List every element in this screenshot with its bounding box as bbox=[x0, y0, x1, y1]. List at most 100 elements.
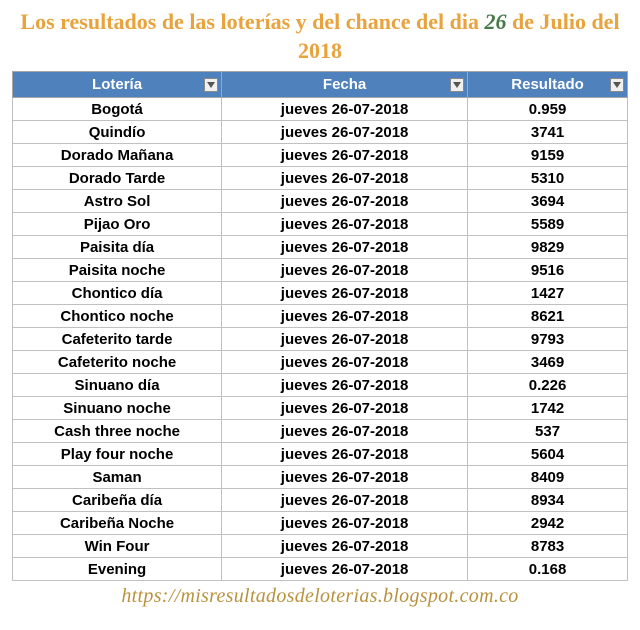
table-row: Astro Soljueves 26-07-20183694 bbox=[13, 190, 628, 213]
cell-resultado: 0.959 bbox=[468, 98, 628, 121]
table-row: Bogotájueves 26-07-20180.959 bbox=[13, 98, 628, 121]
cell-loteria: Astro Sol bbox=[13, 190, 222, 213]
cell-loteria: Caribeña día bbox=[13, 489, 222, 512]
cell-fecha: jueves 26-07-2018 bbox=[222, 558, 468, 581]
dropdown-icon[interactable] bbox=[450, 78, 464, 92]
table-row: Dorado Mañanajueves 26-07-20189159 bbox=[13, 144, 628, 167]
table-row: Caribeña Nochejueves 26-07-20182942 bbox=[13, 512, 628, 535]
dropdown-icon[interactable] bbox=[610, 78, 624, 92]
cell-fecha: jueves 26-07-2018 bbox=[222, 420, 468, 443]
cell-resultado: 9516 bbox=[468, 259, 628, 282]
cell-fecha: jueves 26-07-2018 bbox=[222, 374, 468, 397]
cell-loteria: Sinuano día bbox=[13, 374, 222, 397]
table-row: Cafeterito nochejueves 26-07-20183469 bbox=[13, 351, 628, 374]
cell-fecha: jueves 26-07-2018 bbox=[222, 305, 468, 328]
cell-resultado: 0.226 bbox=[468, 374, 628, 397]
cell-loteria: Paisita noche bbox=[13, 259, 222, 282]
cell-fecha: jueves 26-07-2018 bbox=[222, 466, 468, 489]
cell-loteria: Cafeterito tarde bbox=[13, 328, 222, 351]
cell-fecha: jueves 26-07-2018 bbox=[222, 512, 468, 535]
cell-fecha: jueves 26-07-2018 bbox=[222, 443, 468, 466]
cell-loteria: Chontico noche bbox=[13, 305, 222, 328]
cell-resultado: 2942 bbox=[468, 512, 628, 535]
cell-fecha: jueves 26-07-2018 bbox=[222, 98, 468, 121]
dropdown-icon[interactable] bbox=[204, 78, 218, 92]
cell-loteria: Chontico día bbox=[13, 282, 222, 305]
column-header-resultado[interactable]: Resultado bbox=[468, 72, 628, 98]
table-row: Cafeterito tardejueves 26-07-20189793 bbox=[13, 328, 628, 351]
table-row: Pijao Orojueves 26-07-20185589 bbox=[13, 213, 628, 236]
cell-fecha: jueves 26-07-2018 bbox=[222, 489, 468, 512]
table-row: Play four nochejueves 26-07-20185604 bbox=[13, 443, 628, 466]
table-row: Chontico díajueves 26-07-20181427 bbox=[13, 282, 628, 305]
cell-resultado: 9159 bbox=[468, 144, 628, 167]
cell-resultado: 8621 bbox=[468, 305, 628, 328]
title-prefix: Los resultados de las loterías y del cha… bbox=[20, 9, 484, 34]
column-header-fecha[interactable]: Fecha bbox=[222, 72, 468, 98]
table-row: Eveningjueves 26-07-20180.168 bbox=[13, 558, 628, 581]
cell-fecha: jueves 26-07-2018 bbox=[222, 213, 468, 236]
cell-resultado: 9793 bbox=[468, 328, 628, 351]
cell-loteria: Saman bbox=[13, 466, 222, 489]
cell-loteria: Win Four bbox=[13, 535, 222, 558]
cell-loteria: Paisita día bbox=[13, 236, 222, 259]
column-header-loteria[interactable]: Lotería bbox=[13, 72, 222, 98]
cell-resultado: 3741 bbox=[468, 121, 628, 144]
cell-resultado: 537 bbox=[468, 420, 628, 443]
cell-resultado: 8934 bbox=[468, 489, 628, 512]
cell-resultado: 1427 bbox=[468, 282, 628, 305]
cell-fecha: jueves 26-07-2018 bbox=[222, 397, 468, 420]
table-header-row: Lotería Fecha Resultado bbox=[13, 72, 628, 98]
table-row: Dorado Tardejueves 26-07-20185310 bbox=[13, 167, 628, 190]
table-row: Quindíojueves 26-07-20183741 bbox=[13, 121, 628, 144]
cell-resultado: 3469 bbox=[468, 351, 628, 374]
cell-fecha: jueves 26-07-2018 bbox=[222, 144, 468, 167]
footer-url: https://misresultadosdeloterias.blogspot… bbox=[12, 585, 628, 608]
page-title: Los resultados de las loterías y del cha… bbox=[12, 8, 628, 65]
cell-fecha: jueves 26-07-2018 bbox=[222, 121, 468, 144]
cell-loteria: Bogotá bbox=[13, 98, 222, 121]
cell-fecha: jueves 26-07-2018 bbox=[222, 167, 468, 190]
column-label: Resultado bbox=[511, 76, 584, 93]
cell-loteria: Quindío bbox=[13, 121, 222, 144]
table-row: Win Fourjueves 26-07-20188783 bbox=[13, 535, 628, 558]
column-label: Lotería bbox=[92, 76, 142, 93]
table-row: Samanjueves 26-07-20188409 bbox=[13, 466, 628, 489]
cell-resultado: 8783 bbox=[468, 535, 628, 558]
cell-resultado: 5604 bbox=[468, 443, 628, 466]
cell-resultado: 8409 bbox=[468, 466, 628, 489]
cell-loteria: Caribeña Noche bbox=[13, 512, 222, 535]
cell-fecha: jueves 26-07-2018 bbox=[222, 535, 468, 558]
table-row: Sinuano díajueves 26-07-20180.226 bbox=[13, 374, 628, 397]
cell-loteria: Sinuano noche bbox=[13, 397, 222, 420]
table-row: Paisita díajueves 26-07-20189829 bbox=[13, 236, 628, 259]
cell-loteria: Cafeterito noche bbox=[13, 351, 222, 374]
table-body: Bogotájueves 26-07-20180.959Quindíojueve… bbox=[13, 98, 628, 581]
cell-resultado: 9829 bbox=[468, 236, 628, 259]
cell-loteria: Dorado Mañana bbox=[13, 144, 222, 167]
cell-loteria: Evening bbox=[13, 558, 222, 581]
table-row: Cash three nochejueves 26-07-2018537 bbox=[13, 420, 628, 443]
table-row: Paisita nochejueves 26-07-20189516 bbox=[13, 259, 628, 282]
title-day: 26 bbox=[484, 9, 506, 34]
cell-resultado: 5589 bbox=[468, 213, 628, 236]
cell-fecha: jueves 26-07-2018 bbox=[222, 190, 468, 213]
cell-loteria: Cash three noche bbox=[13, 420, 222, 443]
cell-resultado: 5310 bbox=[468, 167, 628, 190]
cell-resultado: 1742 bbox=[468, 397, 628, 420]
cell-resultado: 0.168 bbox=[468, 558, 628, 581]
cell-fecha: jueves 26-07-2018 bbox=[222, 236, 468, 259]
cell-fecha: jueves 26-07-2018 bbox=[222, 282, 468, 305]
table-row: Sinuano nochejueves 26-07-20181742 bbox=[13, 397, 628, 420]
results-table: Lotería Fecha Resultado bbox=[12, 71, 628, 581]
cell-loteria: Play four noche bbox=[13, 443, 222, 466]
cell-fecha: jueves 26-07-2018 bbox=[222, 259, 468, 282]
page-container: Los resultados de las loterías y del cha… bbox=[0, 0, 640, 616]
table-row: Chontico nochejueves 26-07-20188621 bbox=[13, 305, 628, 328]
table-row: Caribeña díajueves 26-07-20188934 bbox=[13, 489, 628, 512]
cell-loteria: Pijao Oro bbox=[13, 213, 222, 236]
column-label: Fecha bbox=[323, 76, 366, 93]
cell-loteria: Dorado Tarde bbox=[13, 167, 222, 190]
cell-resultado: 3694 bbox=[468, 190, 628, 213]
cell-fecha: jueves 26-07-2018 bbox=[222, 351, 468, 374]
